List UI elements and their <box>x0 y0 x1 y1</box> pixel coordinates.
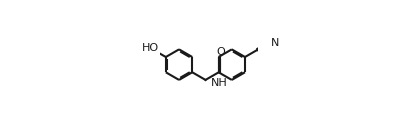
Text: N: N <box>271 38 279 48</box>
Text: NH: NH <box>211 78 228 88</box>
Text: HO: HO <box>142 43 160 53</box>
Text: O: O <box>216 47 225 57</box>
